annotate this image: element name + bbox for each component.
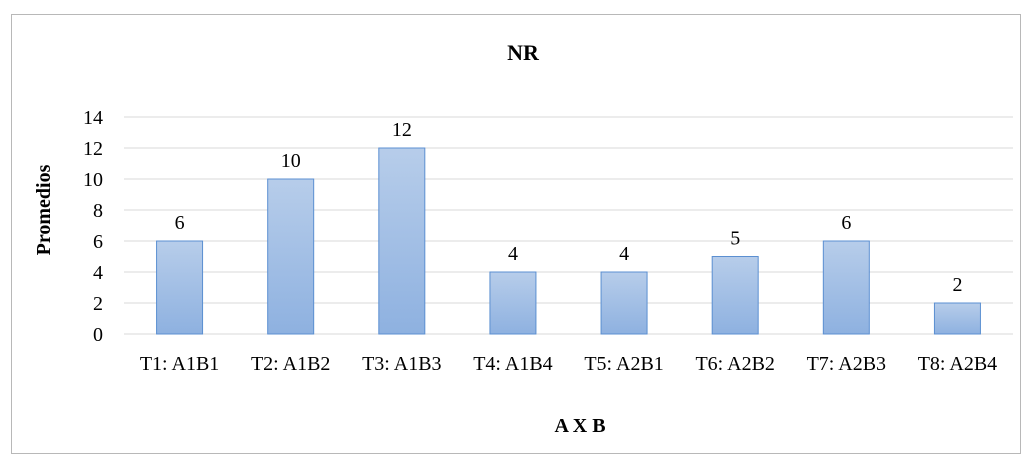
data-label: 2 [952,274,962,296]
bar-chart: NR Promedios A X B 0 2 4 6 8 10 12 14 6 T1: A1B1 1… [33,40,1013,436]
bar [156,240,204,335]
bar [267,178,315,335]
x-tick-label: T2: A1B2 [251,353,330,375]
y-tick-label: 12 [83,138,103,160]
y-tick-label: 6 [93,231,103,253]
chart-frame [11,14,1021,454]
data-label: 4 [508,243,518,265]
data-label: 6 [175,212,185,234]
bar [822,240,870,335]
data-label: 4 [619,243,629,265]
x-tick-label: T6: A2B2 [695,353,774,375]
bar [378,147,426,335]
y-tick-label: 8 [93,200,103,222]
bar [489,271,537,335]
data-label: 5 [730,228,740,250]
x-tick-label: T7: A2B3 [807,353,886,375]
x-tick-label: T5: A2B1 [584,353,663,375]
y-tick-label: 2 [93,293,103,315]
x-tick-label: T1: A1B1 [140,353,219,375]
y-tick-label: 10 [83,169,103,191]
data-label: 10 [281,150,301,172]
data-label: 12 [392,119,412,141]
x-tick-label: T8: A2B4 [918,353,997,375]
x-axis-title: A X B [554,415,605,436]
x-tick-label: T3: A1B3 [362,353,441,375]
y-tick-label: 4 [93,262,103,284]
bar [711,256,759,335]
y-tick-label: 14 [83,107,103,129]
y-tick-label: 0 [93,324,103,346]
data-label: 6 [841,212,851,234]
y-axis-title: Promedios [33,164,55,255]
chart-title: NR [507,40,540,65]
bar [600,271,648,335]
x-tick-label: T4: A1B4 [473,353,552,375]
bar [933,302,981,335]
